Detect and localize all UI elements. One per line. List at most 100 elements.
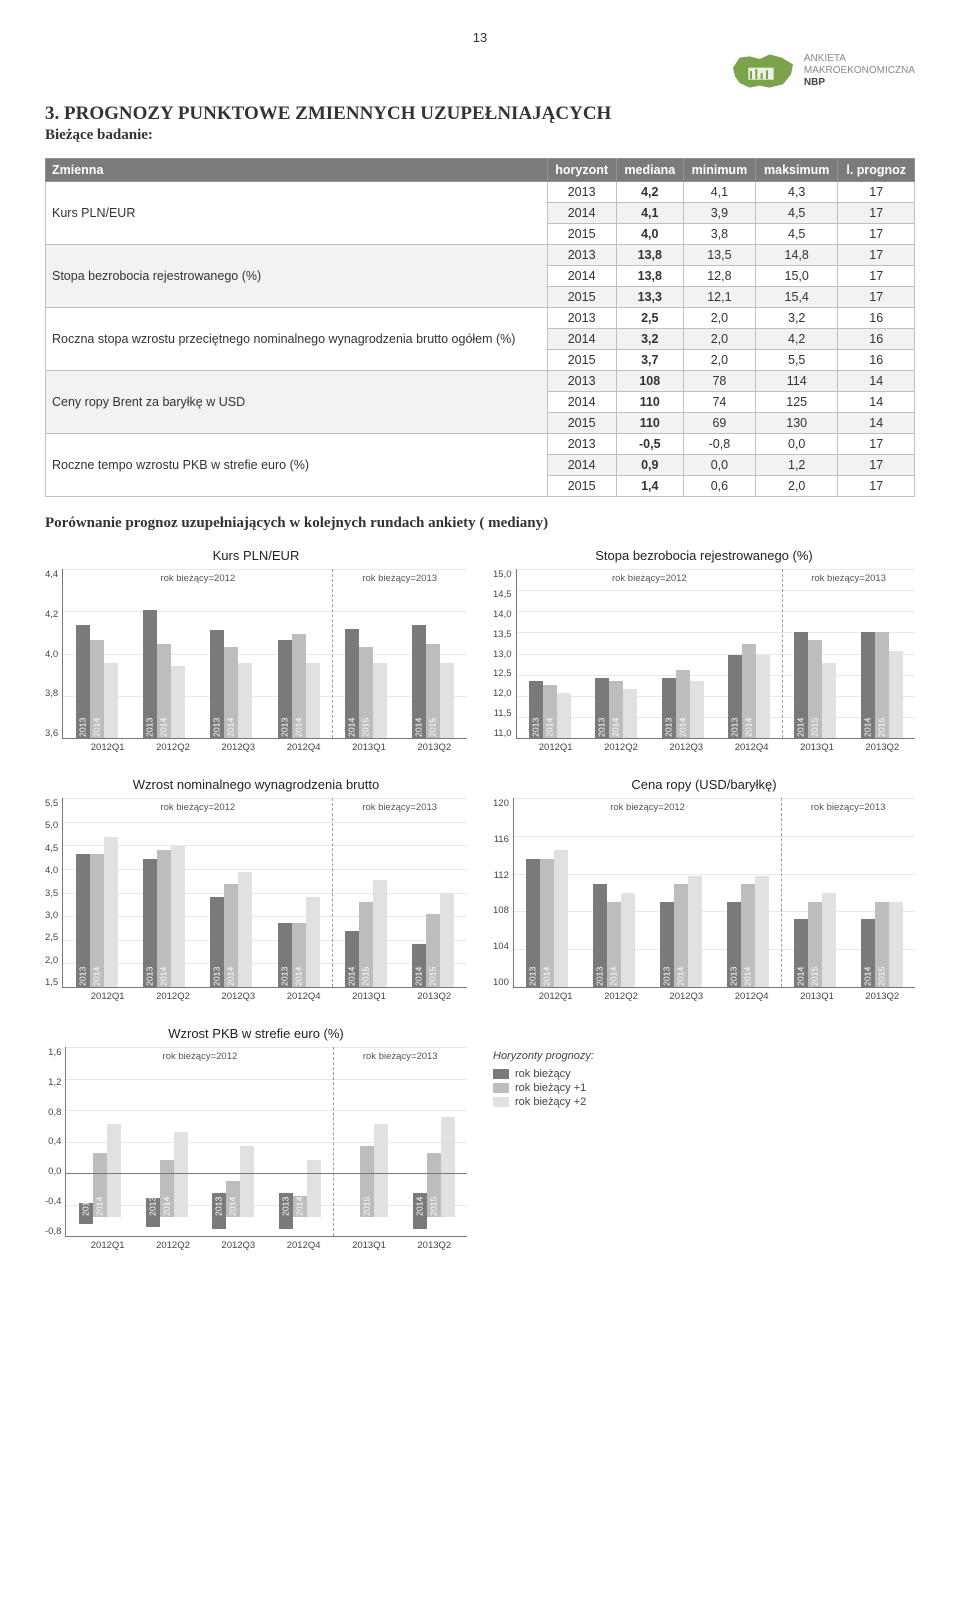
bar-group: 201320142015 (332, 587, 399, 738)
bar: 2014 (104, 837, 118, 987)
legend-item: rok bieżący +1 (493, 1082, 915, 1094)
table-cell: 13,8 (616, 245, 683, 266)
bar-year-label: 2014 (742, 967, 752, 986)
y-tick-label: 0,8 (45, 1107, 61, 1118)
bar: 2014 (238, 872, 252, 987)
x-tick-label: 2012Q3 (206, 1240, 271, 1251)
table-header: horyzont (547, 159, 616, 182)
table-cell: 17 (838, 224, 915, 245)
chart-title: Cena ropy (USD/baryłkę) (493, 777, 915, 792)
table-cell: 17 (838, 455, 915, 476)
x-tick-label: 2012Q2 (588, 742, 653, 753)
table-cell: 74 (683, 392, 755, 413)
group-label-right: rok bieżący=2013 (332, 573, 467, 584)
table-cell: 2,0 (683, 350, 755, 371)
y-tick-label: 11,0 (493, 728, 512, 739)
bar-year-label: 2013 (332, 718, 342, 737)
bar-year-label: 2012 (715, 718, 725, 737)
table-cell: 1,2 (755, 455, 837, 476)
table-cell: 4,1 (616, 203, 683, 224)
table-cell: 2014 (547, 392, 616, 413)
table-cell: 2015 (547, 287, 616, 308)
table-cell: 0,0 (755, 434, 837, 455)
x-tick-label: 2012Q4 (271, 1240, 336, 1251)
bar-year-label: 2015 (428, 967, 438, 986)
legend-swatch (493, 1083, 509, 1093)
bar: 2014 (174, 1132, 188, 1218)
bar-year-label: 2014 (675, 967, 685, 986)
bar: 2014 (104, 663, 118, 739)
table-cell: 2013 (547, 308, 616, 329)
bar: 2014 (688, 876, 702, 987)
x-tick-label: 2012Q2 (140, 1240, 205, 1251)
table-cell: 16 (838, 308, 915, 329)
bar-year-label: 2012 (198, 967, 208, 986)
bar-year-label: 2014 (414, 967, 424, 986)
bar-year-label: 2014 (608, 967, 618, 986)
bar-year-label: 2013 (144, 967, 154, 986)
y-tick-label: -0,8 (45, 1226, 61, 1237)
table-cell: 125 (755, 392, 837, 413)
group-label-right: rok bieżący=2013 (332, 802, 467, 813)
y-tick-label: 15,0 (493, 569, 512, 580)
bar: 2015 (441, 1117, 455, 1217)
y-tick-label: 11,5 (493, 708, 512, 719)
bar-year-label: 2015 (428, 718, 438, 737)
legend-label: rok bieżący (515, 1068, 571, 1080)
bar-year-label: 2014 (796, 718, 806, 737)
table-cell: 17 (838, 266, 915, 287)
x-tick-label: 2012Q2 (140, 991, 205, 1002)
table-cell: 12,1 (683, 287, 755, 308)
bar-group: 201320142015 (400, 587, 467, 738)
bar: 2014 (554, 850, 568, 987)
bar-year-label: 2013 (214, 1197, 224, 1216)
bar-year-label: 2013 (663, 718, 673, 737)
forecast-table: Zmiennahoryzontmedianaminimummaksimuml. … (45, 158, 915, 497)
bar-year-label: 2013 (77, 967, 87, 986)
table-row: Roczna stopa wzrostu przeciętnego nomina… (46, 308, 915, 329)
x-tick-label: 2013Q2 (850, 742, 915, 753)
y-tick-label: 13,0 (493, 649, 512, 660)
bar-year-label: 2014 (293, 718, 303, 737)
x-tick-label: 2012Q1 (523, 991, 588, 1002)
y-tick-label: 3,0 (45, 910, 58, 921)
x-tick-label: 2012Q4 (271, 991, 336, 1002)
chart-title: Wzrost nominalnego wynagrodzenia brutto (45, 777, 467, 792)
bar: 2015 (373, 880, 387, 987)
table-cell: 16 (838, 350, 915, 371)
table-cell: 0,0 (683, 455, 755, 476)
legend-item: rok bieżący (493, 1068, 915, 1080)
bar-year-label: 2014 (228, 1197, 238, 1216)
table-cell: 12,8 (683, 266, 755, 287)
bar-year-label: 2012 (265, 718, 275, 737)
bar: 2014 (306, 897, 320, 987)
bar-year-label: 2014 (293, 967, 303, 986)
table-cell: 3,7 (616, 350, 683, 371)
y-tick-label: 13,5 (493, 629, 512, 640)
bar-year-label: 2014 (347, 1197, 357, 1216)
x-tick-label: 2012Q4 (271, 742, 336, 753)
legend-item: rok bieżący +2 (493, 1096, 915, 1108)
bar-group: 201220132014 (648, 816, 715, 987)
legend-label: rok bieżący +2 (515, 1096, 586, 1108)
table-variable-cell: Ceny ropy Brent za baryłkę w USD (46, 371, 548, 434)
bar-year-label: 2012 (582, 718, 592, 737)
x-tick-label: 2012Q3 (206, 991, 271, 1002)
legend-swatch (493, 1069, 509, 1079)
table-cell: 15,0 (755, 266, 837, 287)
legend-title: Horyzonty prognozy: (493, 1050, 915, 1062)
y-tick-label: 3,8 (45, 688, 58, 699)
group-label-left: rok bieżący=2012 (517, 573, 783, 584)
x-tick-label: 2013Q2 (402, 742, 467, 753)
legend-swatch (493, 1097, 509, 1107)
table-cell: 17 (838, 434, 915, 455)
bar-group: 201320142015 (400, 1065, 467, 1236)
bar-year-label: 2013 (782, 718, 792, 737)
bar-year-label: 2013 (333, 1197, 343, 1216)
bar-year-label: 2014 (795, 967, 805, 986)
table-variable-cell: Kurs PLN/EUR (46, 182, 548, 245)
x-tick-label: 2013Q2 (402, 1240, 467, 1251)
bar-year-label: 2014 (862, 967, 872, 986)
bar-year-label: 2014 (544, 718, 554, 737)
bar-year-label: 2012 (200, 1209, 210, 1228)
